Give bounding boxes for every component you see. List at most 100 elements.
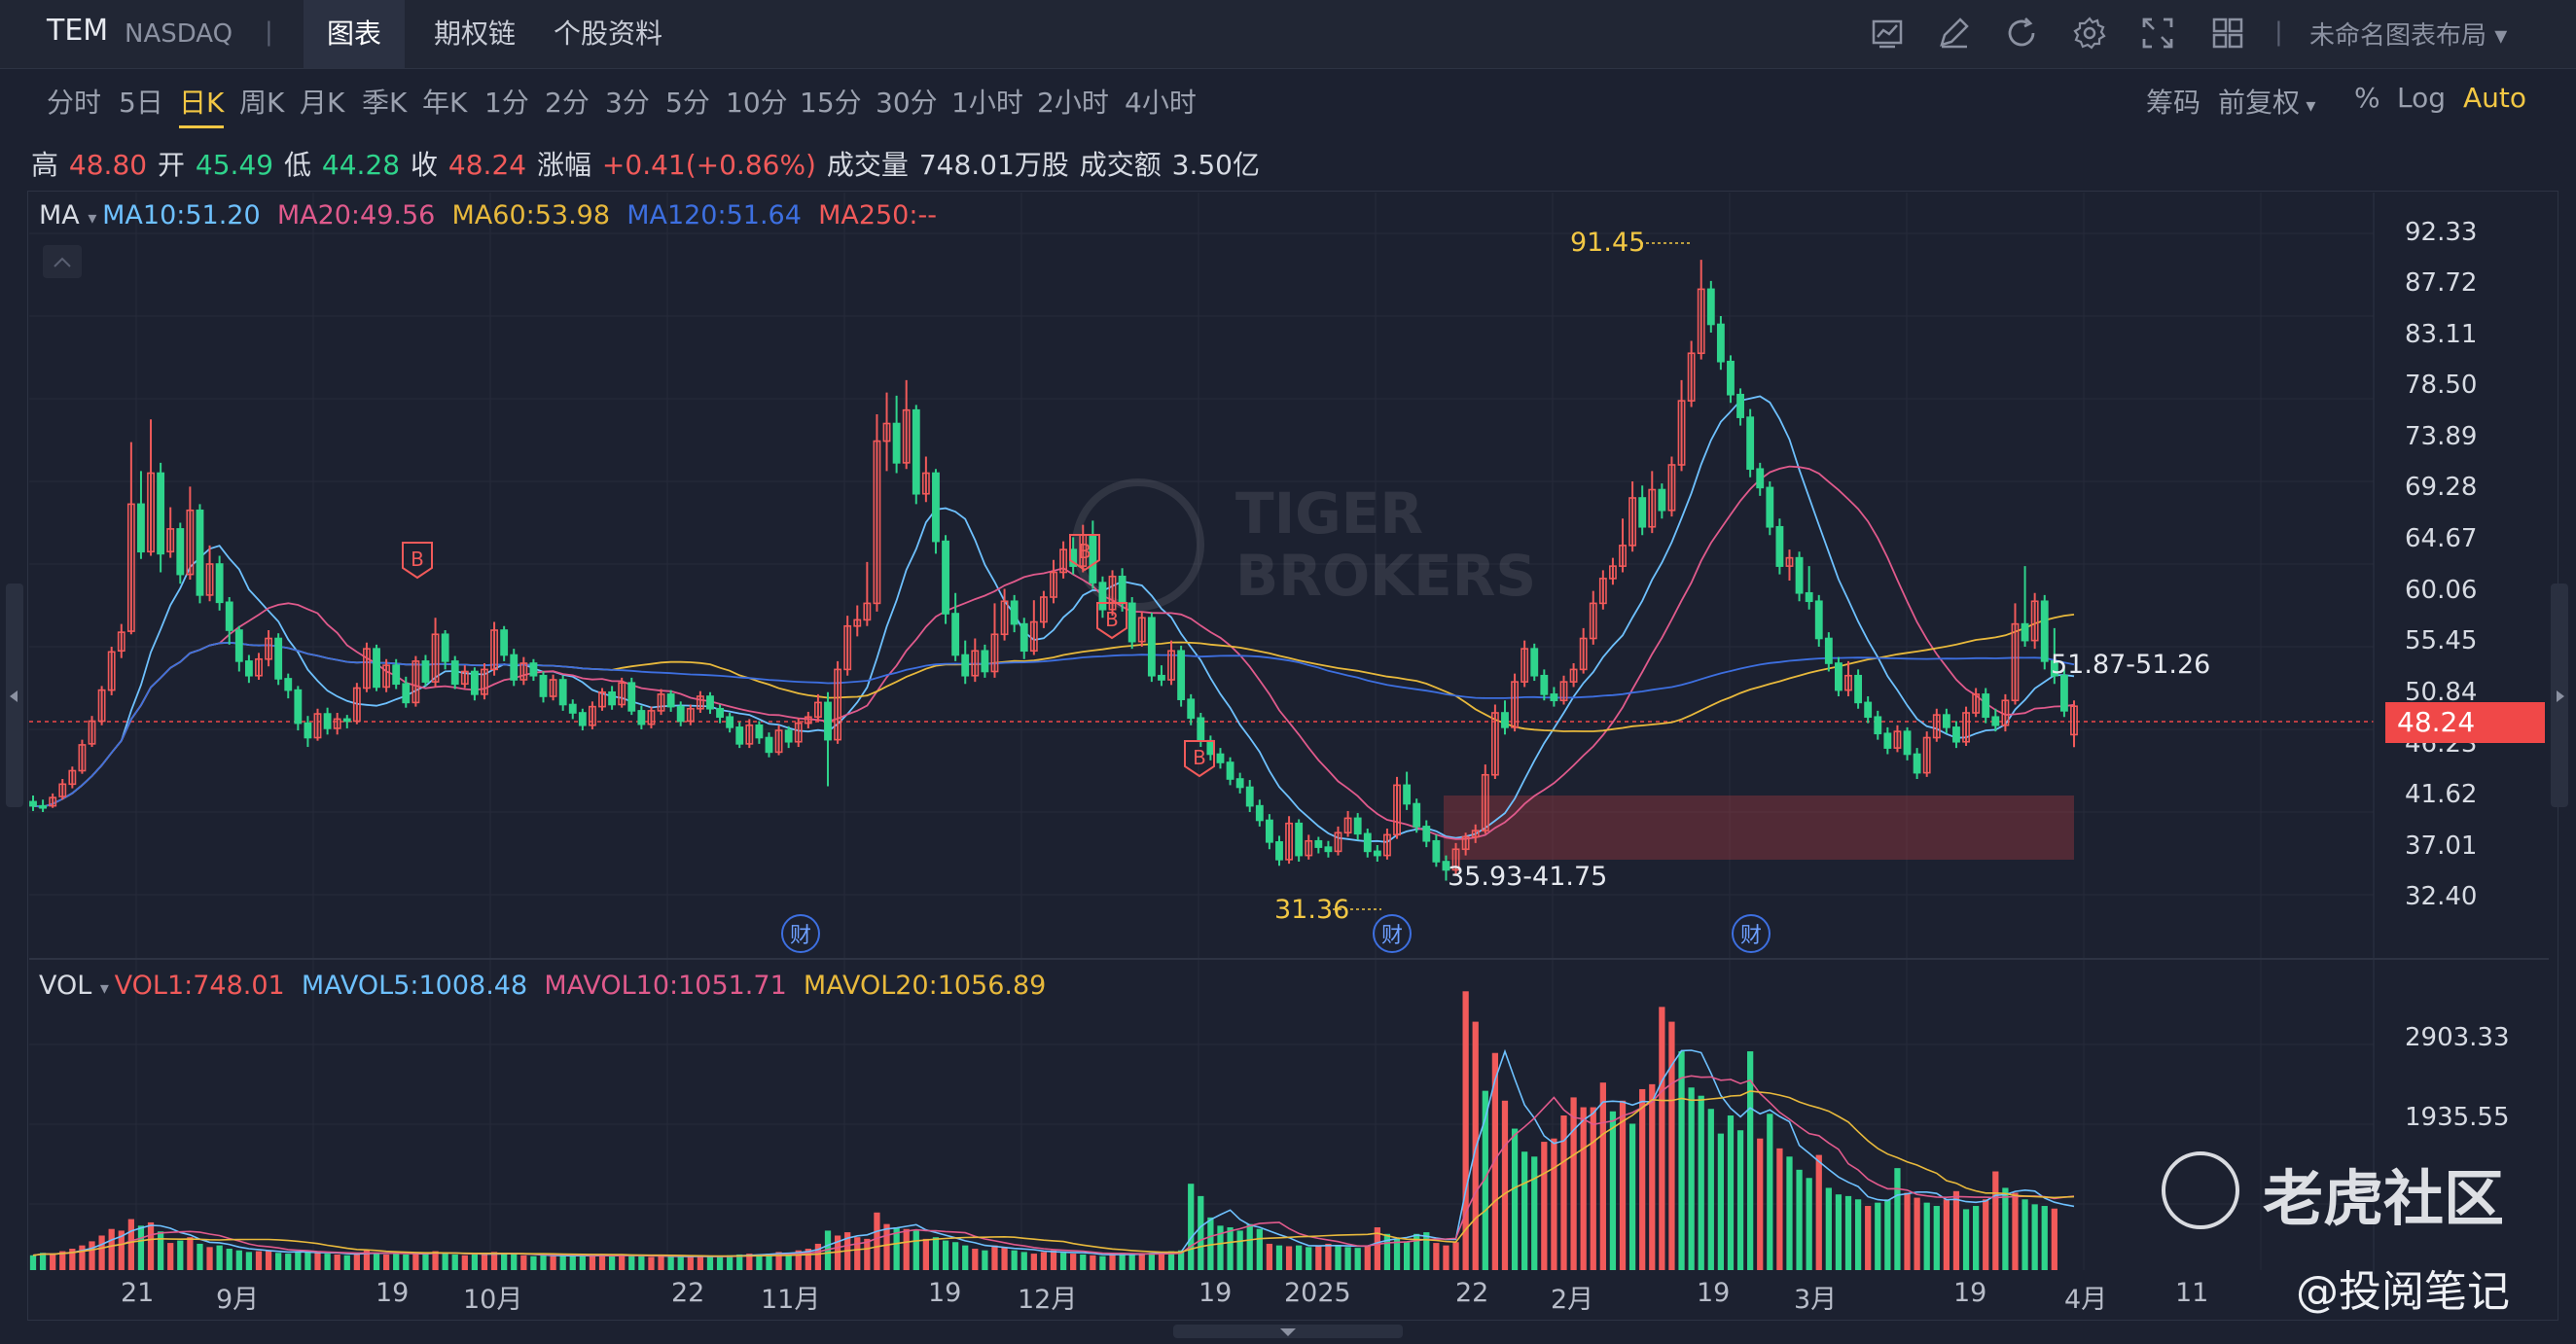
mavol10-line [32,1075,2075,1257]
layout-selector[interactable]: 未命名图表布局 ▾ [2309,16,2507,52]
volume-bar [373,1253,380,1270]
candle-body [294,689,303,725]
volume-bar [1698,1095,1704,1270]
candle-body [568,703,577,714]
volume-bar [1865,1206,1872,1270]
volume-bar [1158,1252,1165,1270]
chevron-down-icon: ▾ [2487,21,2508,51]
period-3min[interactable]: 3分 [605,87,650,119]
period-4h[interactable]: 4小时 [1125,87,1197,119]
period-5d[interactable]: 5日 [119,87,163,119]
period-2min[interactable]: 2分 [545,87,590,119]
ma120-line [32,641,2075,808]
volume-bar [1109,1254,1116,1270]
tab-options-chain[interactable]: 期权链 [433,18,516,50]
candle-body [304,722,312,739]
volume-bar [1541,1142,1548,1270]
period-1min[interactable]: 1分 [484,87,529,119]
volume-bar [197,1243,203,1270]
candle-body [1893,730,1902,749]
layout-label: 未命名图表布局 [2309,21,2487,51]
volume-bar [79,1245,86,1270]
volume-label: 成交量 [826,149,909,181]
period-5min[interactable]: 5分 [665,87,710,119]
volume-bar [501,1254,508,1270]
volume-bar [1619,1100,1627,1270]
period-15min[interactable]: 15分 [800,87,862,119]
volume-bar [1659,1007,1665,1270]
settings-icon[interactable] [2072,16,2107,51]
tab-stock-profile[interactable]: 个股资料 [553,18,662,50]
period-monthly[interactable]: 月K [300,87,345,119]
ma60-line [32,614,2075,808]
volume-bar [736,1254,743,1270]
candle-body [1245,786,1254,807]
period-1h[interactable]: 1小时 [951,87,1023,119]
fullscreen-icon[interactable] [2140,16,2175,51]
chevron-down-icon[interactable]: ▾ [99,978,115,999]
candle-body [196,509,204,596]
volume-bar [1894,1168,1901,1270]
period-yearly[interactable]: 年K [422,87,468,119]
volume-bar [1992,1171,1999,1270]
period-quarterly[interactable]: 季K [362,87,408,119]
period-intraday[interactable]: 分时 [47,87,102,119]
volume-bars [29,991,2057,1270]
volume-bar [2051,1208,2057,1270]
period-2h[interactable]: 2小时 [1037,87,1109,119]
candle-body [1982,693,1990,719]
candle-body [863,602,872,621]
chips-button[interactable]: 筹码 [2146,87,2201,119]
candle-body [470,670,479,695]
volume-bar [1207,1217,1214,1270]
log-toggle[interactable]: Log [2397,82,2447,114]
volume-bar [982,1250,988,1270]
candle-body [1658,488,1666,512]
draw-icon[interactable] [1936,16,1971,51]
percent-toggle[interactable]: % [2354,82,2380,114]
candle-body [176,528,185,576]
volume-bar [1560,1115,1567,1270]
candle-body [411,660,420,704]
volume-bar [854,1237,861,1270]
time-tick: 3月 [1794,1285,1838,1315]
candle-body [1766,486,1774,528]
volume-bar [353,1254,360,1270]
candle-body [1255,804,1264,822]
volume-bar [2012,1192,2019,1270]
candle-body [735,726,744,745]
chart-type-icon[interactable] [1870,16,1905,51]
volume-bar [1688,1087,1695,1270]
ma-legend-name[interactable]: MA [39,200,80,230]
adjust-selector[interactable]: 前复权 ▾ [2218,82,2315,121]
volume-bar [422,1254,429,1270]
period-weekly[interactable]: 周K [239,87,285,119]
tab-chart[interactable]: 图表 [304,0,405,68]
refresh-icon[interactable] [2004,16,2039,51]
chevron-down-icon[interactable]: ▾ [88,208,103,229]
volume-bar [1717,1133,1725,1270]
candle-body [549,679,557,697]
period-10min[interactable]: 10分 [726,87,788,119]
volume-bar [1482,1090,1488,1270]
price-tick: 64.67 [2405,524,2478,553]
price-tick: 60.06 [2405,576,2478,605]
period-30min[interactable]: 30分 [876,87,938,119]
volume-bar [295,1251,302,1270]
mavol20-line [32,1090,2075,1257]
volume-bar [942,1240,949,1270]
vol-legend-name[interactable]: VOL [39,971,92,1001]
auto-toggle[interactable]: Auto [2463,82,2527,114]
volume-bar [1962,1209,1970,1270]
candle-body [932,472,940,543]
candle-body [450,660,459,686]
candle-body [1530,648,1539,677]
mavol20-value: MAVOL20:1056.89 [803,971,1047,1001]
volume-bar [559,1255,566,1270]
high-label: 高 [31,149,59,181]
grid-layout-icon[interactable] [2210,16,2245,51]
period-daily[interactable]: 日K [179,82,225,128]
candle-body [637,710,646,725]
candle-body [598,690,606,708]
